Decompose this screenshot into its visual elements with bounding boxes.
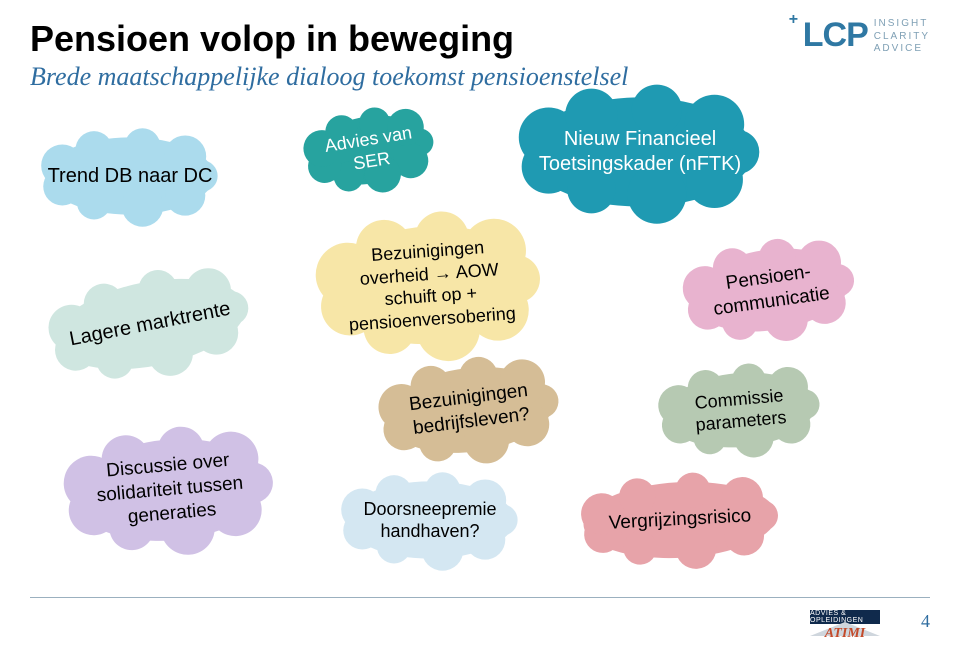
cloud-bedrijf: Bezuinigingen bedrijfsleven?	[365, 348, 576, 472]
cloud-advies: Advies van SER	[295, 100, 446, 201]
cloud-aow: Bezuinigingen overheid → AOW schuift op …	[305, 207, 554, 363]
page-number: 4	[921, 611, 930, 632]
atimi-logo: ADVIES & OPLEIDINGEN ATIMI	[810, 610, 880, 640]
cloud-markt: Lagere marktrente	[28, 253, 273, 395]
logo-tagline: INSIGHT CLARITY ADVICE	[874, 18, 930, 56]
page-subtitle: Brede maatschappelijke dialoog toekomst …	[30, 62, 930, 92]
cloud-trend: Trend DB naar DC	[30, 130, 230, 222]
cloud-solidar: Discussie over solidariteit tussen gener…	[50, 420, 290, 560]
logo-text: LCP	[803, 16, 868, 54]
cloud-comm: Pensioen- communicatie	[669, 229, 871, 351]
cloud-doorsnee: Doorsneepremie handhaven?	[330, 474, 530, 566]
cloud-nftk: Nieuw Financieel Toetsingskader (nFTK)	[505, 87, 775, 217]
header: Pensioen volop in beweging Brede maatsch…	[30, 18, 930, 92]
cloud-aow-label: Bezuinigingen overheid → AOW schuift op …	[336, 234, 525, 337]
atimi-logo-name: ATIMI	[825, 626, 865, 642]
cloud-vergrijz: Vergrijzingsrisico	[563, 469, 797, 571]
cloud-doorsnee-label: Doorsneepremie handhaven?	[355, 498, 504, 543]
cloud-trend-label: Trend DB naar DC	[40, 164, 221, 189]
lcp-logo: + LCP INSIGHT CLARITY ADVICE	[803, 18, 930, 56]
logo-plus-icon: +	[789, 12, 797, 28]
cloud-params-label: Commissie parameters	[685, 383, 796, 437]
cloud-params: Commissie parameters	[647, 358, 834, 461]
atimi-logo-top: ADVIES & OPLEIDINGEN	[810, 610, 880, 624]
cloud-nftk-label: Nieuw Financieel Toetsingskader (nFTK)	[531, 127, 749, 177]
cloud-solidar-label: Discussie over solidariteit tussen gener…	[86, 447, 254, 532]
footer-divider	[30, 597, 930, 598]
cloud-diagram: Trend DB naar DCAdvies van SERNieuw Fina…	[0, 110, 960, 578]
logo-mark: + LCP	[803, 18, 868, 52]
